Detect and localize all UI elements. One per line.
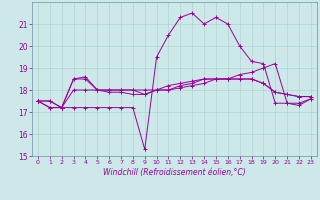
X-axis label: Windchill (Refroidissement éolien,°C): Windchill (Refroidissement éolien,°C): [103, 168, 246, 177]
